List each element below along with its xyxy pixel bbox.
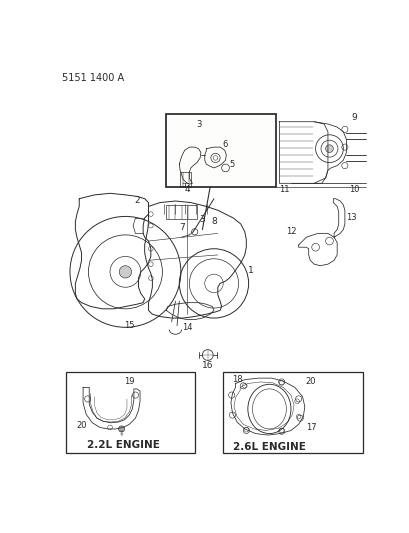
Text: 20: 20 bbox=[76, 422, 87, 430]
Text: 13: 13 bbox=[345, 213, 355, 222]
Text: 4: 4 bbox=[184, 185, 189, 194]
Text: 20: 20 bbox=[305, 377, 315, 386]
Text: 11: 11 bbox=[279, 185, 289, 194]
Text: 6: 6 bbox=[222, 140, 228, 149]
Text: 14: 14 bbox=[181, 323, 192, 332]
Text: 1: 1 bbox=[247, 266, 253, 275]
Bar bbox=[222, 372, 362, 453]
Bar bbox=[66, 372, 195, 453]
Text: 19: 19 bbox=[124, 377, 134, 386]
Text: 3: 3 bbox=[199, 215, 205, 224]
Text: 5151 1400 A: 5151 1400 A bbox=[61, 73, 124, 83]
Bar bbox=[180, 172, 191, 187]
Bar bbox=[166, 205, 197, 219]
Circle shape bbox=[325, 145, 333, 152]
Text: 18: 18 bbox=[231, 375, 242, 384]
Text: 3: 3 bbox=[196, 119, 201, 128]
Text: 16: 16 bbox=[202, 361, 213, 370]
Text: 7: 7 bbox=[178, 223, 184, 232]
Text: 10: 10 bbox=[348, 185, 359, 194]
Text: 15: 15 bbox=[124, 321, 134, 330]
Text: 12: 12 bbox=[285, 227, 296, 236]
Circle shape bbox=[119, 265, 131, 278]
Text: 8: 8 bbox=[211, 217, 216, 227]
Text: 2: 2 bbox=[134, 196, 139, 205]
Text: 2.6L ENGINE: 2.6L ENGINE bbox=[232, 442, 305, 451]
Text: 2.2L ENGINE: 2.2L ENGINE bbox=[87, 440, 160, 450]
Bar bbox=[166, 114, 275, 187]
Text: 9: 9 bbox=[351, 114, 356, 123]
Text: 17: 17 bbox=[305, 423, 315, 432]
Circle shape bbox=[118, 426, 124, 432]
Text: 5: 5 bbox=[229, 159, 234, 168]
